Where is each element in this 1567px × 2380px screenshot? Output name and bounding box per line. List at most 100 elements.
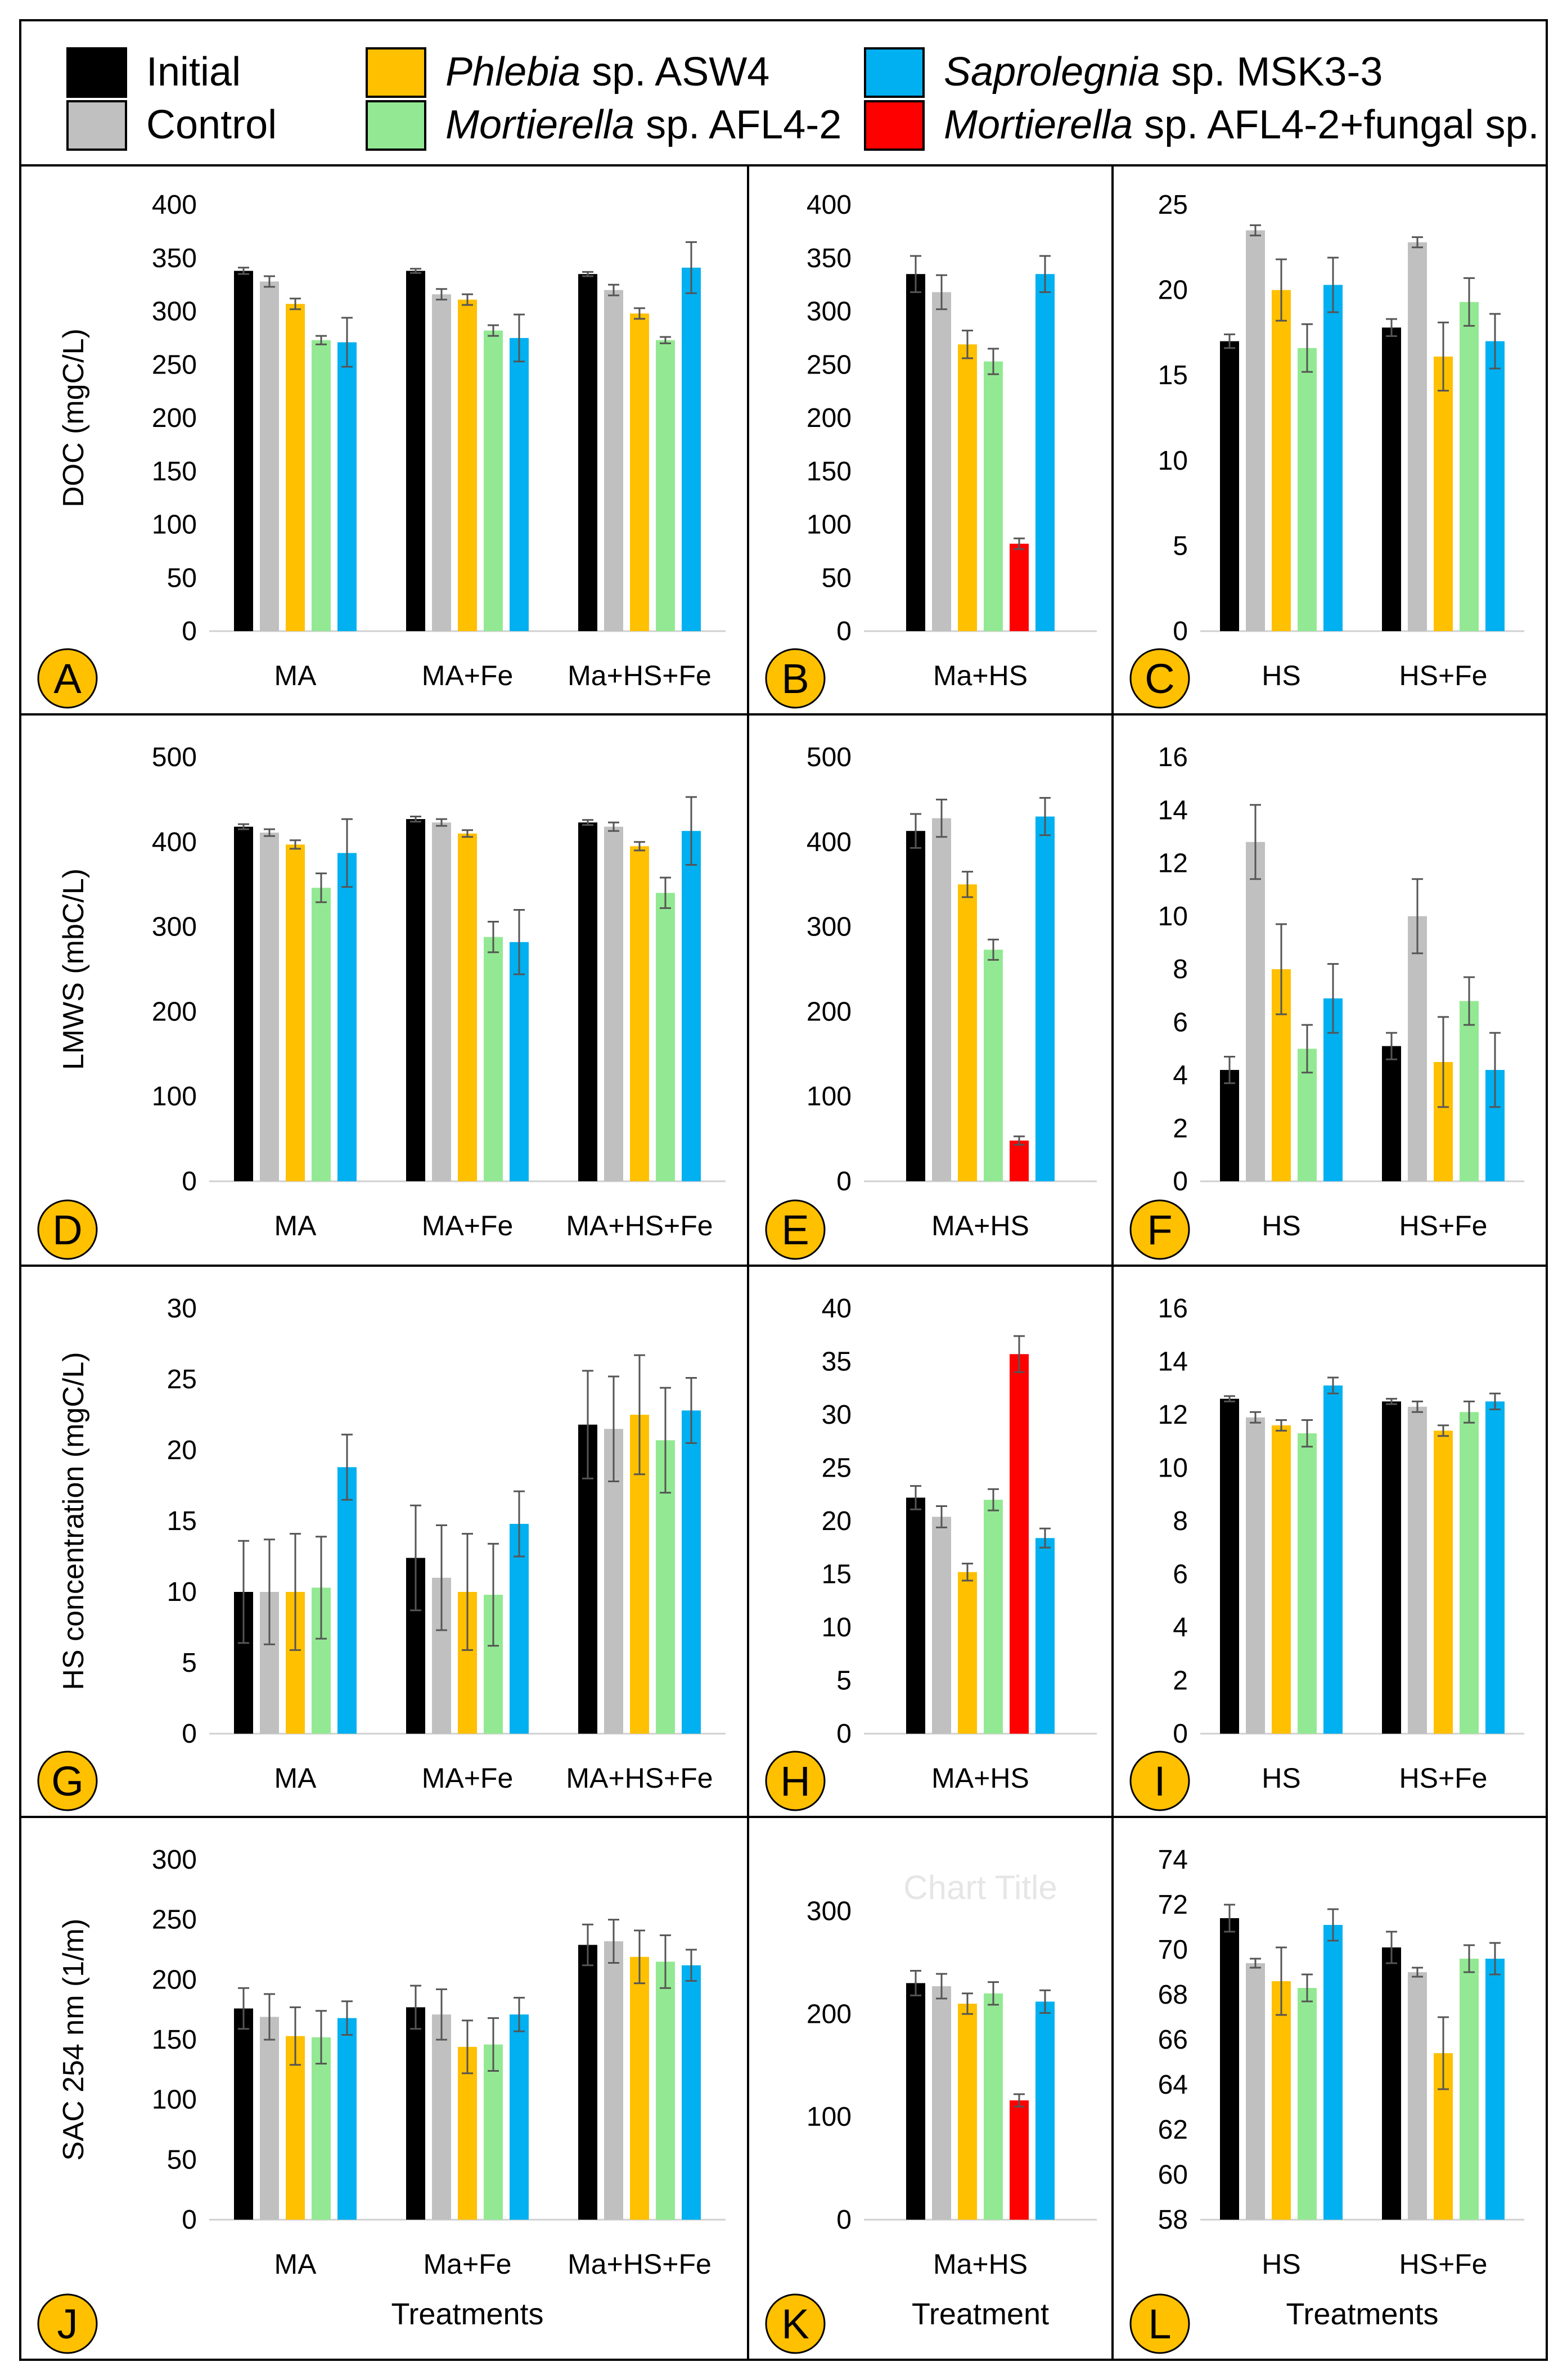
y-tick-label: 0 <box>182 1167 197 1196</box>
y-tick-label: 10 <box>822 1613 852 1643</box>
legend-label-italic: Mortierella <box>944 102 1133 147</box>
y-tick-label: 60 <box>1158 2160 1188 2190</box>
panel-badge <box>37 1199 98 1260</box>
bar <box>510 338 529 631</box>
y-tick-label: 200 <box>152 997 197 1027</box>
bar <box>630 846 649 1181</box>
y-tick-label: 100 <box>152 2085 197 2115</box>
category-label: MA+Fe <box>422 1762 514 1794</box>
legend-item: Saprolegnia sp. MSK3-3 <box>864 47 1383 98</box>
category-label: Ma+HS <box>933 660 1028 691</box>
y-tick-label: 300 <box>152 297 197 327</box>
legend-label-italic: Saprolegnia <box>944 50 1160 95</box>
legend-label: Mortierella sp. AFL4-2+fungal sp. <box>944 102 1539 147</box>
y-tick-label: 35 <box>822 1347 852 1377</box>
bar <box>1298 348 1317 631</box>
error-bar <box>1464 1944 1475 1973</box>
panel-k: Chart Title 0 100 200 300 Ma+HS Treatment K <box>765 1869 1097 2354</box>
y-tick-label: 0 <box>1173 617 1188 646</box>
error-bar <box>936 1505 947 1528</box>
panel-j: 0 50 100 150 200 250 300 SAC 254 nm (1/m) MA Ma+F… <box>37 1845 726 2354</box>
bar <box>234 2008 253 2220</box>
y-tick-label: 6 <box>1173 1007 1188 1037</box>
y-tick-label: 250 <box>152 350 197 380</box>
error-bar <box>264 275 275 288</box>
y-tick-label: 350 <box>152 244 197 273</box>
bar <box>578 274 597 631</box>
error-bar <box>1489 1032 1501 1108</box>
error-bar <box>988 938 999 961</box>
y-tick-label: 0 <box>182 617 197 646</box>
bar <box>1460 302 1479 631</box>
y-tick-label: 0 <box>836 2205 852 2235</box>
error-bar <box>1276 1419 1287 1432</box>
panel-d: 0 100 200 300 400 500 LMWS (mbC/L) MA MA+Fe MA+HS… <box>37 743 726 1260</box>
error-bar <box>988 1488 999 1511</box>
error-bar <box>238 1987 249 2030</box>
error-bar <box>341 818 353 888</box>
bar <box>906 831 925 1181</box>
y-tick-label: 8 <box>1173 1506 1188 1536</box>
y-tick-label: 0 <box>836 617 852 646</box>
error-bar <box>1438 2016 1449 2090</box>
error-bar <box>1302 1419 1313 1448</box>
error-bar <box>436 818 447 827</box>
error-bar <box>1250 1958 1261 1969</box>
y-tick-label: 250 <box>152 1905 197 1935</box>
bar <box>1323 1385 1343 1734</box>
y-tick-label: 300 <box>152 912 197 942</box>
error-bar <box>1489 313 1501 370</box>
bar <box>1460 1959 1479 2220</box>
error-bar <box>514 1490 525 1558</box>
error-bar <box>634 307 645 320</box>
panel-letter: C <box>1145 655 1174 702</box>
error-bar <box>686 796 697 866</box>
bar <box>1382 327 1401 631</box>
error-bar <box>936 274 947 311</box>
error-bar <box>686 1949 697 1982</box>
y-tick-label: 68 <box>1158 1980 1188 2010</box>
error-bar <box>1276 1946 1287 2016</box>
error-bar <box>238 1540 249 1644</box>
y-tick-label: 200 <box>152 403 197 433</box>
bar <box>337 342 357 631</box>
bar <box>984 950 1003 1181</box>
bar <box>337 1467 357 1734</box>
error-bar <box>1014 537 1025 550</box>
y-tick-label: 5 <box>1173 531 1188 561</box>
legend-item: Phlebia sp. ASW4 <box>366 47 769 98</box>
y-tick-label: 200 <box>807 403 852 433</box>
error-bar <box>608 821 619 832</box>
error-bar <box>316 872 327 903</box>
y-tick-label: 8 <box>1173 955 1188 984</box>
bar <box>932 818 951 1181</box>
error-bar <box>436 1524 447 1631</box>
error-bar <box>1302 1024 1313 1074</box>
error-bar <box>634 1929 645 1985</box>
error-bar <box>1412 236 1423 249</box>
error-bar <box>341 317 353 368</box>
error-bar <box>341 1433 353 1501</box>
bar <box>1220 1070 1239 1181</box>
bar <box>984 1993 1003 2220</box>
y-tick-label: 2 <box>1173 1666 1188 1696</box>
error-bar <box>1327 257 1339 313</box>
bar <box>1382 1046 1401 1181</box>
category-label: HS+Fe <box>1399 2248 1487 2280</box>
legend-label: Initial <box>146 50 241 95</box>
y-tick-label: 350 <box>807 244 852 273</box>
error-bar <box>1489 1392 1501 1411</box>
y-tick-label: 12 <box>1158 1400 1188 1430</box>
panel-letter: K <box>781 2301 809 2347</box>
error-bar <box>341 2000 353 2036</box>
bar <box>656 340 675 631</box>
error-bar <box>264 828 275 837</box>
bar <box>458 833 477 1181</box>
error-bar <box>634 1354 645 1475</box>
bar <box>1010 2100 1029 2220</box>
y-tick-label: 400 <box>152 190 197 220</box>
bar <box>630 1956 649 2220</box>
category-label: MA+HS+Fe <box>566 1210 713 1241</box>
error-bar <box>1302 1973 1313 2003</box>
error-bar <box>1438 1424 1449 1437</box>
